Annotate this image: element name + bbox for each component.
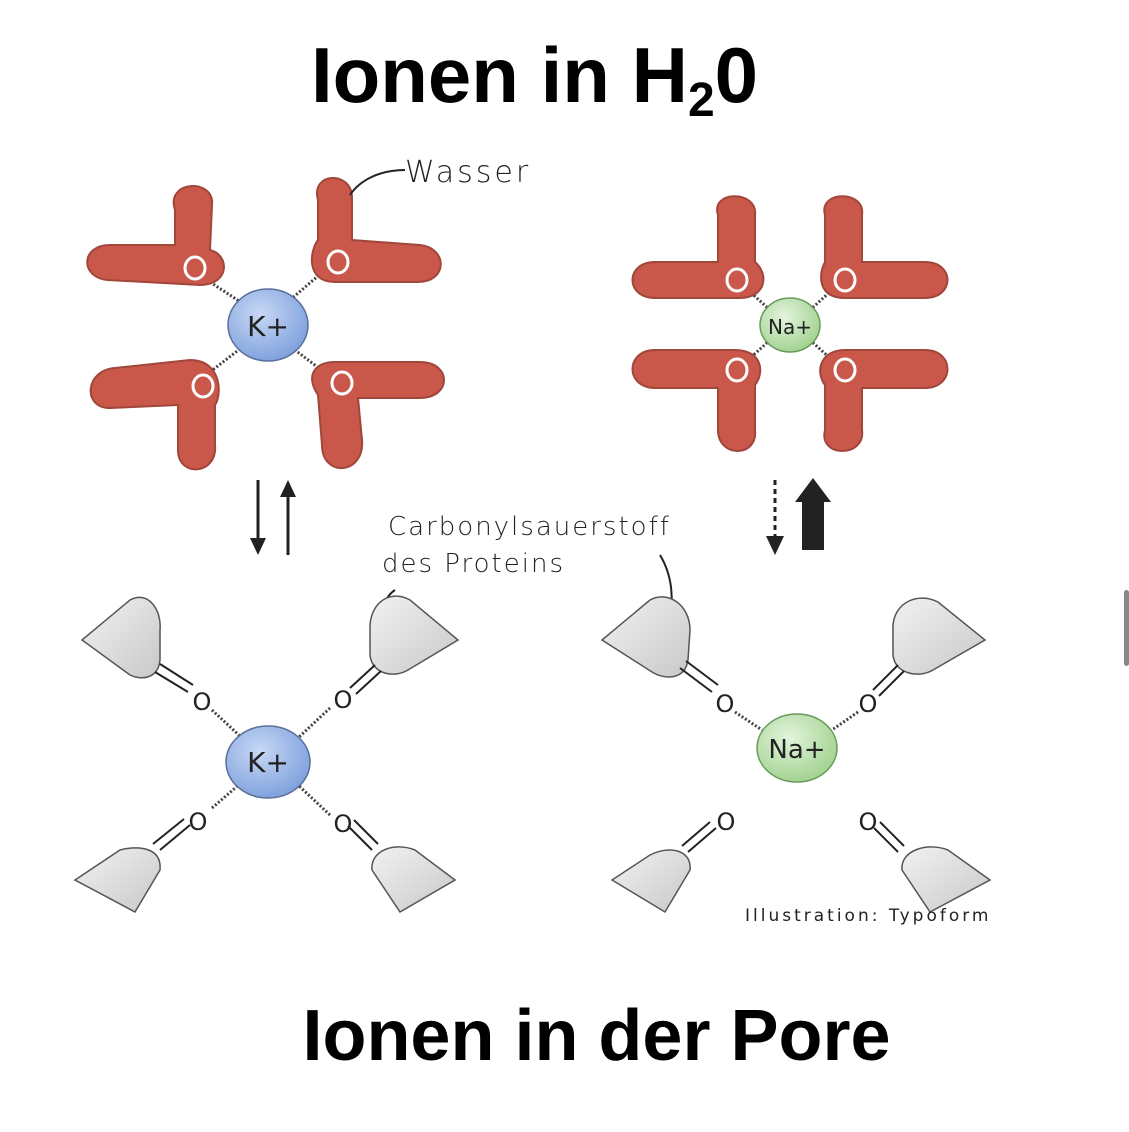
carbonyl-group: [600, 596, 691, 678]
oxygen-atom: [725, 267, 749, 293]
carbonyl-group: [610, 849, 691, 914]
oxygen-atom: [326, 249, 350, 275]
carbonyl-label-line2: des Proteins: [382, 549, 565, 579]
water-molecule: [310, 177, 442, 283]
k-equilibrium-arrows: [250, 480, 296, 555]
water-molecule: [311, 361, 445, 470]
na-equilibrium-arrows: [766, 478, 831, 555]
oxygen-atom: [725, 357, 749, 383]
oxygen-atom: O: [717, 808, 736, 836]
oxygen-atom: [833, 267, 857, 293]
illustration-credit: Illustration: Typoform: [745, 906, 991, 926]
sodium-ion: [759, 297, 821, 353]
sodium-label: Na+: [768, 315, 812, 339]
oxygen-atom: O: [716, 690, 735, 718]
water-molecule: [819, 349, 949, 452]
title-ions-in-pore: Ionen in der Pore: [302, 996, 891, 1076]
water-label: Wasser: [405, 155, 531, 190]
na-water-cluster: Na+: [631, 195, 949, 452]
water-molecule: [89, 358, 220, 471]
oxygen-atom: O: [189, 808, 208, 836]
potassium-label: K+: [247, 310, 289, 343]
carbonyl-label-line1: Carbonylsauerstoff: [388, 512, 671, 542]
sodium-ion: [756, 713, 838, 783]
water-pointer: [349, 169, 406, 196]
carbonyl-group: [369, 595, 460, 675]
carbonyl-group: [892, 597, 987, 675]
water-molecule: [631, 349, 762, 452]
carbonyl-group: [371, 846, 457, 914]
potassium-label: K+: [247, 746, 289, 779]
oxygen-atom: [330, 370, 354, 396]
water-molecule: [820, 195, 949, 299]
sodium-label: Na+: [768, 735, 825, 765]
k-water-cluster: K+: [86, 177, 445, 471]
oxygen-atom: O: [334, 686, 353, 714]
carbonyl-group: [901, 846, 992, 913]
potassium-ion: [227, 288, 309, 362]
oxygen-atom: O: [193, 688, 212, 716]
oxygen-atom: [191, 373, 215, 399]
carbonyl-group: [80, 596, 161, 679]
scrollbar-handle[interactable]: [1124, 590, 1129, 666]
oxygen-atom: [833, 357, 857, 383]
oxygen-atom: O: [334, 810, 353, 838]
oxygen-atom: [183, 255, 207, 281]
water-molecule: [631, 195, 765, 299]
k-pore-cluster: O O O O K+: [73, 595, 460, 914]
title-ions-in-water: Ionen in H20: [310, 31, 759, 127]
carbonyl-group: [73, 847, 161, 913]
na-pore-cluster: O O O O Na+: [600, 596, 992, 914]
potassium-ion: [225, 725, 311, 799]
oxygen-atom: O: [859, 690, 878, 718]
oxygen-atom: O: [859, 808, 878, 836]
